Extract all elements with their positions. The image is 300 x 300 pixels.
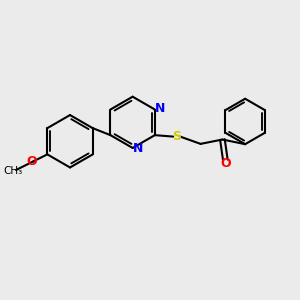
Text: O: O [26,155,37,168]
Text: S: S [172,130,181,143]
Text: CH₃: CH₃ [4,167,23,176]
Text: O: O [220,157,231,170]
Text: N: N [133,142,143,155]
Text: N: N [155,102,165,115]
